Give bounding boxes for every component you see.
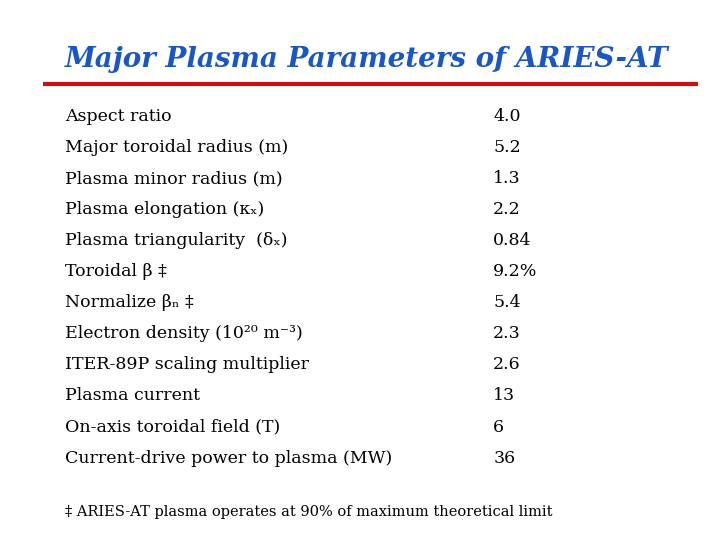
- Text: Toroidal β ‡: Toroidal β ‡: [65, 263, 166, 280]
- Text: 1.3: 1.3: [493, 170, 521, 187]
- Text: Major toroidal radius (m): Major toroidal radius (m): [65, 139, 288, 156]
- Text: Plasma triangularity  (δₓ): Plasma triangularity (δₓ): [65, 232, 287, 249]
- Text: Major Plasma Parameters of ARIES-AT: Major Plasma Parameters of ARIES-AT: [65, 46, 668, 73]
- Text: 2.3: 2.3: [493, 325, 521, 342]
- Text: Normalize βₙ ‡: Normalize βₙ ‡: [65, 294, 194, 311]
- Text: 5.4: 5.4: [493, 294, 521, 311]
- Text: Plasma minor radius (m): Plasma minor radius (m): [65, 170, 282, 187]
- Text: 9.2%: 9.2%: [493, 263, 538, 280]
- Text: 5.2: 5.2: [493, 139, 521, 156]
- Text: 0.84: 0.84: [493, 232, 531, 249]
- Text: 4.0: 4.0: [493, 108, 521, 125]
- Text: Current-drive power to plasma (MW): Current-drive power to plasma (MW): [65, 449, 392, 467]
- Text: 2.6: 2.6: [493, 356, 521, 373]
- Text: ITER-89P scaling multiplier: ITER-89P scaling multiplier: [65, 356, 309, 373]
- Text: Aspect ratio: Aspect ratio: [65, 108, 171, 125]
- Text: 2.2: 2.2: [493, 201, 521, 218]
- Text: On-axis toroidal field (T): On-axis toroidal field (T): [65, 418, 280, 435]
- Text: ‡ ARIES-AT plasma operates at 90% of maximum theoretical limit: ‡ ARIES-AT plasma operates at 90% of max…: [65, 505, 552, 519]
- Text: Plasma current: Plasma current: [65, 388, 200, 404]
- Text: Electron density (10²⁰ m⁻³): Electron density (10²⁰ m⁻³): [65, 325, 302, 342]
- Text: 36: 36: [493, 449, 516, 467]
- Text: 6: 6: [493, 418, 504, 435]
- Text: Plasma elongation (κₓ): Plasma elongation (κₓ): [65, 201, 264, 218]
- Text: 13: 13: [493, 388, 516, 404]
